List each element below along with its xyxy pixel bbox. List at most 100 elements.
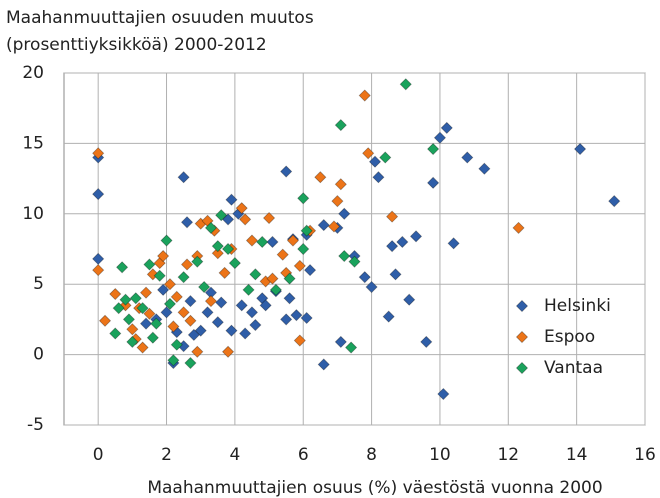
point bbox=[372, 171, 385, 184]
point bbox=[345, 341, 358, 354]
point bbox=[167, 320, 180, 333]
x-tick-label: 2 bbox=[161, 445, 172, 465]
point bbox=[286, 234, 300, 247]
point bbox=[262, 211, 276, 225]
point bbox=[512, 221, 525, 234]
point bbox=[221, 213, 235, 226]
point bbox=[235, 299, 248, 312]
point bbox=[204, 221, 218, 234]
point bbox=[433, 131, 447, 144]
point bbox=[293, 259, 306, 272]
x-tick-label: 4 bbox=[229, 445, 240, 465]
point bbox=[225, 324, 238, 337]
point bbox=[266, 272, 279, 285]
point bbox=[348, 255, 361, 268]
point bbox=[283, 272, 296, 285]
point bbox=[191, 255, 204, 268]
chart-title: (prosenttiyksikköä) 2000-2012 bbox=[6, 35, 267, 55]
point bbox=[136, 302, 149, 315]
point bbox=[249, 318, 262, 332]
point bbox=[382, 310, 395, 323]
y-tick-label: 15 bbox=[22, 133, 44, 153]
point bbox=[126, 323, 139, 336]
point bbox=[122, 313, 136, 326]
point bbox=[440, 121, 453, 134]
point bbox=[300, 224, 313, 237]
point bbox=[297, 192, 310, 205]
point bbox=[143, 307, 156, 320]
point bbox=[184, 314, 197, 327]
point bbox=[245, 306, 259, 319]
point bbox=[150, 317, 163, 330]
point bbox=[184, 295, 197, 308]
point bbox=[331, 195, 344, 208]
point bbox=[266, 235, 279, 249]
point bbox=[201, 306, 214, 319]
x-axis-label: Maahanmuuttajien osuus (%) väestöstä vuo… bbox=[147, 478, 602, 498]
point bbox=[211, 247, 224, 260]
point bbox=[276, 248, 289, 261]
point bbox=[242, 283, 255, 296]
point bbox=[136, 341, 149, 354]
point bbox=[191, 345, 204, 358]
point bbox=[297, 242, 310, 256]
point bbox=[409, 230, 423, 243]
point bbox=[334, 119, 347, 132]
point bbox=[177, 306, 190, 319]
point bbox=[399, 78, 412, 91]
point bbox=[170, 290, 183, 303]
point bbox=[139, 286, 153, 299]
point bbox=[215, 296, 228, 309]
point bbox=[334, 178, 347, 191]
point bbox=[92, 147, 105, 160]
x-tick-label: 16 bbox=[634, 445, 656, 465]
x-tick-label: 6 bbox=[298, 445, 309, 465]
point bbox=[256, 235, 269, 249]
point bbox=[437, 387, 450, 401]
point bbox=[427, 176, 440, 189]
point bbox=[143, 258, 156, 271]
point bbox=[221, 242, 235, 256]
point bbox=[403, 293, 416, 306]
chart-title: Maahanmuuttajien osuuden muutos bbox=[6, 8, 314, 28]
point bbox=[314, 171, 327, 184]
point bbox=[218, 266, 231, 280]
x-tick-label: 10 bbox=[429, 445, 451, 465]
point bbox=[317, 218, 330, 232]
point bbox=[235, 202, 248, 215]
point bbox=[290, 309, 303, 322]
point bbox=[379, 151, 392, 164]
point bbox=[365, 280, 378, 294]
point bbox=[211, 316, 224, 329]
point bbox=[177, 171, 190, 184]
point bbox=[317, 358, 330, 371]
point bbox=[461, 151, 474, 164]
legend-label: Helsinki bbox=[544, 296, 611, 316]
point bbox=[126, 335, 139, 348]
point bbox=[573, 142, 587, 156]
point bbox=[327, 220, 341, 233]
x-tick-label: 0 bbox=[93, 445, 104, 465]
point bbox=[184, 356, 197, 370]
point bbox=[358, 271, 371, 284]
point bbox=[157, 249, 170, 263]
point bbox=[109, 287, 122, 301]
y-tick-label: -5 bbox=[27, 415, 44, 435]
point bbox=[427, 142, 440, 156]
point bbox=[228, 257, 241, 270]
point bbox=[269, 283, 282, 296]
point bbox=[177, 271, 190, 284]
point bbox=[98, 314, 112, 327]
point bbox=[187, 328, 200, 341]
point bbox=[338, 207, 351, 220]
point bbox=[198, 280, 211, 294]
legend-marker bbox=[515, 299, 529, 313]
y-tick-label: 0 bbox=[33, 345, 44, 365]
point bbox=[304, 264, 317, 277]
point bbox=[92, 252, 105, 265]
legend-label: Espoo bbox=[544, 327, 595, 347]
legend-marker bbox=[515, 361, 529, 375]
point bbox=[478, 162, 491, 175]
point bbox=[167, 354, 180, 367]
